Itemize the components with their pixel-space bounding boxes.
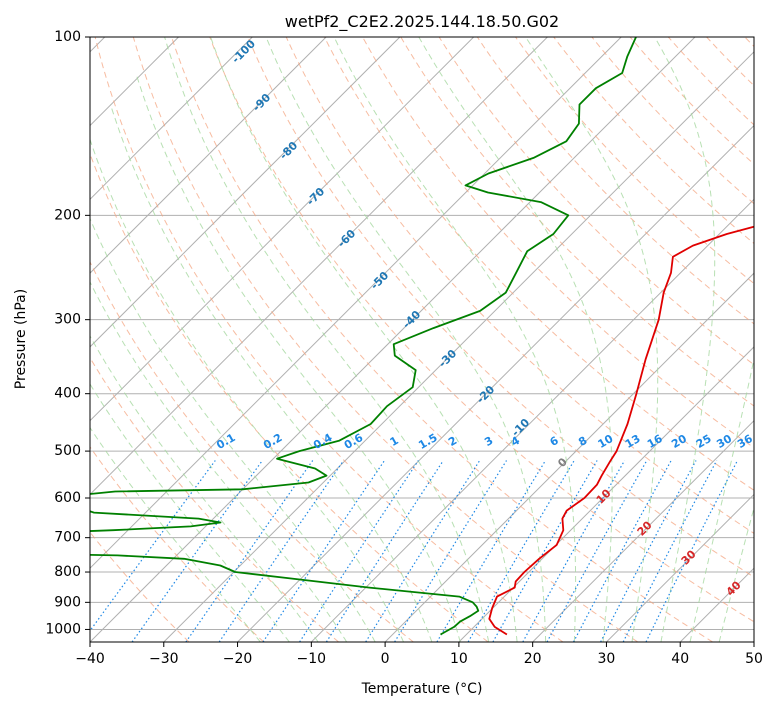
- dry-adiabat-line: [400, 37, 754, 407]
- moist-adiabat-line: [525, 37, 659, 642]
- dry-adiabat-line: [90, 446, 265, 642]
- x-axis-label: Temperature (°C): [361, 681, 483, 697]
- mixing-ratio-line: [436, 460, 547, 642]
- moist-adiabat-line: [689, 356, 754, 642]
- moist-adiabat-line: [90, 217, 376, 642]
- isotherm-line: [237, 124, 754, 642]
- x-tick-label: −40: [75, 651, 105, 667]
- moist-adiabat-line: [164, 37, 490, 642]
- axes: −40 −30 −20 −10 0 10 20 30 40 50 100 200 300 400 500 60…: [45, 29, 763, 667]
- moist-adiabat-line: [210, 37, 518, 642]
- dry-adiabat-line: [209, 37, 754, 623]
- moist-adiabat-line: [90, 137, 405, 642]
- isotherm-line: [90, 37, 622, 569]
- x-tick-label: 50: [745, 651, 763, 667]
- y-tick-label: 300: [54, 312, 81, 328]
- dry-adiabat-line: [438, 37, 754, 366]
- mixing-ratio-line: [299, 460, 419, 642]
- x-tick-label: 30: [598, 651, 616, 667]
- dry-adiabat-line: [247, 37, 754, 578]
- plot-area: [90, 37, 754, 642]
- moist-adiabat-line: [265, 37, 547, 642]
- dry-adiabat-line: [515, 37, 754, 285]
- temperature-profile-line: [488, 225, 754, 636]
- y-tick-label: 400: [54, 386, 81, 402]
- x-tick-label: 40: [671, 651, 689, 667]
- mixing-ratio-line: [90, 460, 216, 632]
- x-tick-label: −20: [223, 651, 253, 667]
- isotherm-line: [163, 51, 754, 642]
- y-tick-label: 600: [54, 490, 81, 506]
- x-tick-label: 20: [524, 651, 542, 667]
- moist-adiabat-line: [109, 104, 433, 642]
- moist-adiabat-line: [418, 37, 613, 642]
- mixing-ratio-line: [546, 460, 648, 642]
- isotherm-line: [90, 37, 327, 274]
- chart-title: wetPf2_C2E2.2025.144.18.50.G02: [285, 12, 559, 32]
- mixing-ratio-line: [492, 460, 598, 642]
- mixing-ratio-line: [467, 460, 575, 642]
- moist-adiabat-line: [654, 37, 716, 642]
- y-axis-label: Pressure (hPa): [13, 289, 29, 389]
- isotherm-line: [90, 37, 401, 348]
- x-tick-label: 0: [381, 651, 390, 667]
- moist-adiabat-line: [135, 72, 461, 642]
- mixing-ratio-line: [131, 460, 263, 642]
- isotherm-line: [532, 419, 754, 642]
- dry-adiabat-line: [362, 37, 754, 449]
- isotherm-line: [458, 346, 754, 642]
- x-tick-label: −30: [149, 651, 179, 667]
- x-tick-label: −10: [297, 651, 327, 667]
- isotherm-line: [90, 37, 475, 422]
- isotherm-line: [606, 493, 754, 642]
- plot-frame: [89, 36, 755, 643]
- y-tick-label: 700: [54, 530, 81, 546]
- mixing-ratio-line: [218, 460, 345, 642]
- moist-adiabat-line: [718, 505, 754, 642]
- y-tick-label: 1000: [45, 621, 81, 637]
- y-tick-label: 500: [54, 443, 81, 459]
- dry-adiabat-line: [94, 37, 564, 642]
- dry-adiabat-line: [132, 37, 639, 642]
- dewpoint-profile-line: [90, 37, 637, 636]
- mixing-ratio-line: [262, 460, 385, 642]
- dry-adiabat-line: [90, 260, 414, 642]
- mixing-ratio-line: [394, 460, 508, 642]
- mixing-ratio-line: [185, 460, 314, 642]
- moist-adiabat-line: [333, 37, 577, 642]
- y-tick-label: 800: [54, 564, 81, 580]
- isotherm-line: [384, 272, 754, 642]
- dry-adiabat-line: [629, 37, 754, 165]
- mixing-ratio-line: [522, 460, 626, 642]
- dry-adiabat-line: [323, 37, 754, 491]
- x-tick-label: 10: [450, 651, 468, 667]
- y-tick-label: 900: [54, 594, 81, 610]
- mixing-ratio-line: [645, 460, 739, 642]
- y-tick-label: 200: [54, 207, 81, 223]
- isotherm-line: [90, 37, 696, 642]
- dry-adiabat-line: [553, 37, 754, 245]
- moist-adiabat-line: [90, 426, 261, 642]
- isotherm-line: [90, 37, 548, 496]
- moist-adiabat-line: [90, 383, 290, 642]
- isotherm-line: [90, 37, 253, 201]
- y-tick-label: 100: [54, 29, 81, 45]
